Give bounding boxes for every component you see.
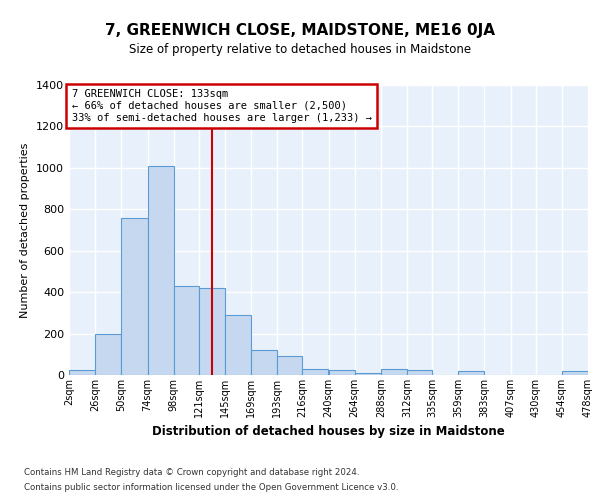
Bar (121, 218, 148, 375)
Bar (355, 373, 381, 375)
Text: 7, GREENWICH CLOSE, MAIDSTONE, ME16 0JA: 7, GREENWICH CLOSE, MAIDSTONE, ME16 0JA (105, 22, 495, 38)
Y-axis label: Number of detached properties: Number of detached properties (20, 142, 31, 318)
Bar (199, 288, 225, 375)
Bar (381, 369, 407, 375)
Text: Contains HM Land Registry data © Crown copyright and database right 2024.: Contains HM Land Registry data © Crown c… (24, 468, 359, 477)
Bar (302, 369, 329, 375)
Bar (148, 166, 173, 375)
Bar (458, 371, 484, 375)
Bar (173, 286, 199, 375)
Bar (562, 371, 588, 375)
Text: 7 GREENWICH CLOSE: 133sqm
← 66% of detached houses are smaller (2,500)
33% of se: 7 GREENWICH CLOSE: 133sqm ← 66% of detac… (71, 90, 371, 122)
Text: Contains public sector information licensed under the Open Government Licence v3: Contains public sector information licen… (24, 483, 398, 492)
Bar (225, 315, 251, 375)
Bar (277, 356, 302, 375)
Bar (329, 370, 355, 375)
X-axis label: Distribution of detached houses by size in Maidstone: Distribution of detached houses by size … (152, 426, 505, 438)
Bar (69, 370, 95, 375)
Bar (95, 334, 121, 375)
Text: Size of property relative to detached houses in Maidstone: Size of property relative to detached ho… (129, 42, 471, 56)
Bar (251, 350, 277, 375)
Bar (407, 370, 432, 375)
